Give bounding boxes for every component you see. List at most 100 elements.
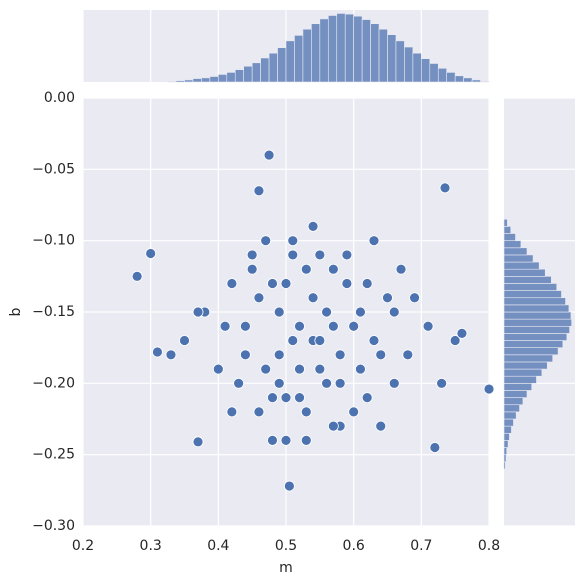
histogram-bar: [277, 47, 287, 83]
scatter-point: [283, 480, 295, 492]
scatter-point: [368, 335, 380, 346]
y-tick-label: −0.30: [32, 518, 75, 534]
histogram-bar: [319, 18, 329, 83]
histogram-bar: [471, 79, 481, 83]
histogram-bar: [463, 77, 473, 83]
scatter-point: [267, 278, 278, 289]
histogram-bar: [503, 418, 514, 427]
x-axis-label: m: [279, 560, 293, 576]
scatter-point: [375, 420, 387, 432]
histogram-bar: [412, 52, 422, 83]
scatter-point: [307, 292, 319, 304]
histogram-bar: [184, 79, 194, 83]
scatter-point: [273, 349, 285, 361]
scatter-point: [321, 377, 333, 389]
scatter-point: [253, 406, 265, 418]
scatter-point: [219, 320, 231, 332]
scatter-point: [145, 248, 157, 259]
scatter-point: [327, 420, 339, 432]
scatter-point: [449, 335, 461, 346]
histogram-bar: [311, 23, 321, 83]
histogram-bar: [503, 290, 562, 299]
histogram-bar: [268, 52, 278, 83]
scatter-point: [260, 235, 272, 247]
histogram-bar: [503, 261, 540, 270]
histogram-bar: [370, 23, 380, 83]
x-tick-label: 0.7: [410, 538, 432, 554]
scatter-point: [314, 363, 326, 375]
scatter-point: [327, 263, 339, 275]
scatter-point: [348, 406, 360, 418]
scatter-point: [287, 235, 299, 247]
scatter-point: [273, 377, 285, 389]
histogram-bar: [503, 218, 508, 227]
scatter-point: [388, 306, 400, 318]
histogram-bar: [260, 57, 270, 83]
scatter-point: [267, 434, 278, 446]
scatter-point: [253, 292, 265, 304]
scatter-point: [334, 349, 346, 361]
histogram-bar: [503, 226, 512, 234]
scatter-point: [192, 436, 204, 448]
scatter-point: [226, 278, 238, 289]
scatter-point: [226, 406, 238, 418]
histogram-bar: [503, 318, 572, 327]
scatter-point: [429, 442, 441, 453]
scatter-point: [361, 278, 373, 289]
scatter-point: [273, 306, 285, 318]
scatter-point: [382, 292, 393, 304]
histogram-bar: [353, 15, 363, 83]
scatter-point: [341, 249, 353, 261]
scatter-point: [267, 392, 278, 404]
scatter-point: [287, 335, 299, 346]
histogram-bar: [503, 240, 522, 249]
histogram-bar: [378, 28, 388, 83]
histogram-bar: [503, 454, 507, 463]
y-tick-label: 0.00: [44, 90, 75, 106]
scatter-point: [375, 349, 387, 361]
histogram-bar: [503, 390, 528, 398]
scatter-point: [294, 363, 305, 375]
histogram-bar: [503, 325, 570, 334]
histogram-bar: [167, 81, 177, 83]
scatter-point: [246, 263, 258, 275]
histogram-bar: [437, 67, 448, 83]
scatter-point: [233, 377, 245, 389]
scatter-point: [294, 392, 305, 404]
histogram-bar: [503, 425, 512, 434]
histogram-bar: [421, 58, 431, 83]
y-axis-label: b: [8, 307, 24, 316]
histogram-bar: [344, 13, 354, 83]
scatter-point: [348, 320, 360, 332]
scatter-point: [300, 263, 312, 275]
histogram-bar: [251, 62, 261, 83]
histogram-bar: [503, 340, 564, 348]
x-tick-label: 0.8: [478, 538, 500, 554]
histogram-bar: [503, 361, 548, 370]
histogram-bar: [192, 78, 202, 83]
histogram-bar: [503, 347, 559, 356]
scatter-point: [456, 327, 468, 339]
scatter-point: [355, 363, 366, 375]
scatter-point: [327, 320, 339, 332]
histogram-bar: [503, 304, 570, 313]
histogram-bar: [454, 75, 464, 83]
scatter-point: [368, 235, 380, 247]
scatter-point: [280, 392, 292, 404]
scatter-point: [246, 249, 258, 261]
histogram-bar: [503, 354, 553, 363]
histogram-bar: [243, 65, 253, 83]
histogram-bar: [480, 81, 490, 83]
histogram-bar: [503, 404, 520, 413]
x-tick-label: 0.4: [207, 538, 229, 554]
histogram-bar: [503, 432, 510, 441]
scatter-point: [239, 349, 251, 361]
histogram-bar: [503, 247, 528, 256]
histogram-bar: [201, 77, 211, 83]
y-tick-label: −0.20: [32, 375, 75, 391]
scatter-point: [334, 377, 346, 389]
scatter-point: [321, 306, 333, 318]
histogram-bar: [503, 311, 572, 320]
histogram-bar: [218, 74, 228, 83]
